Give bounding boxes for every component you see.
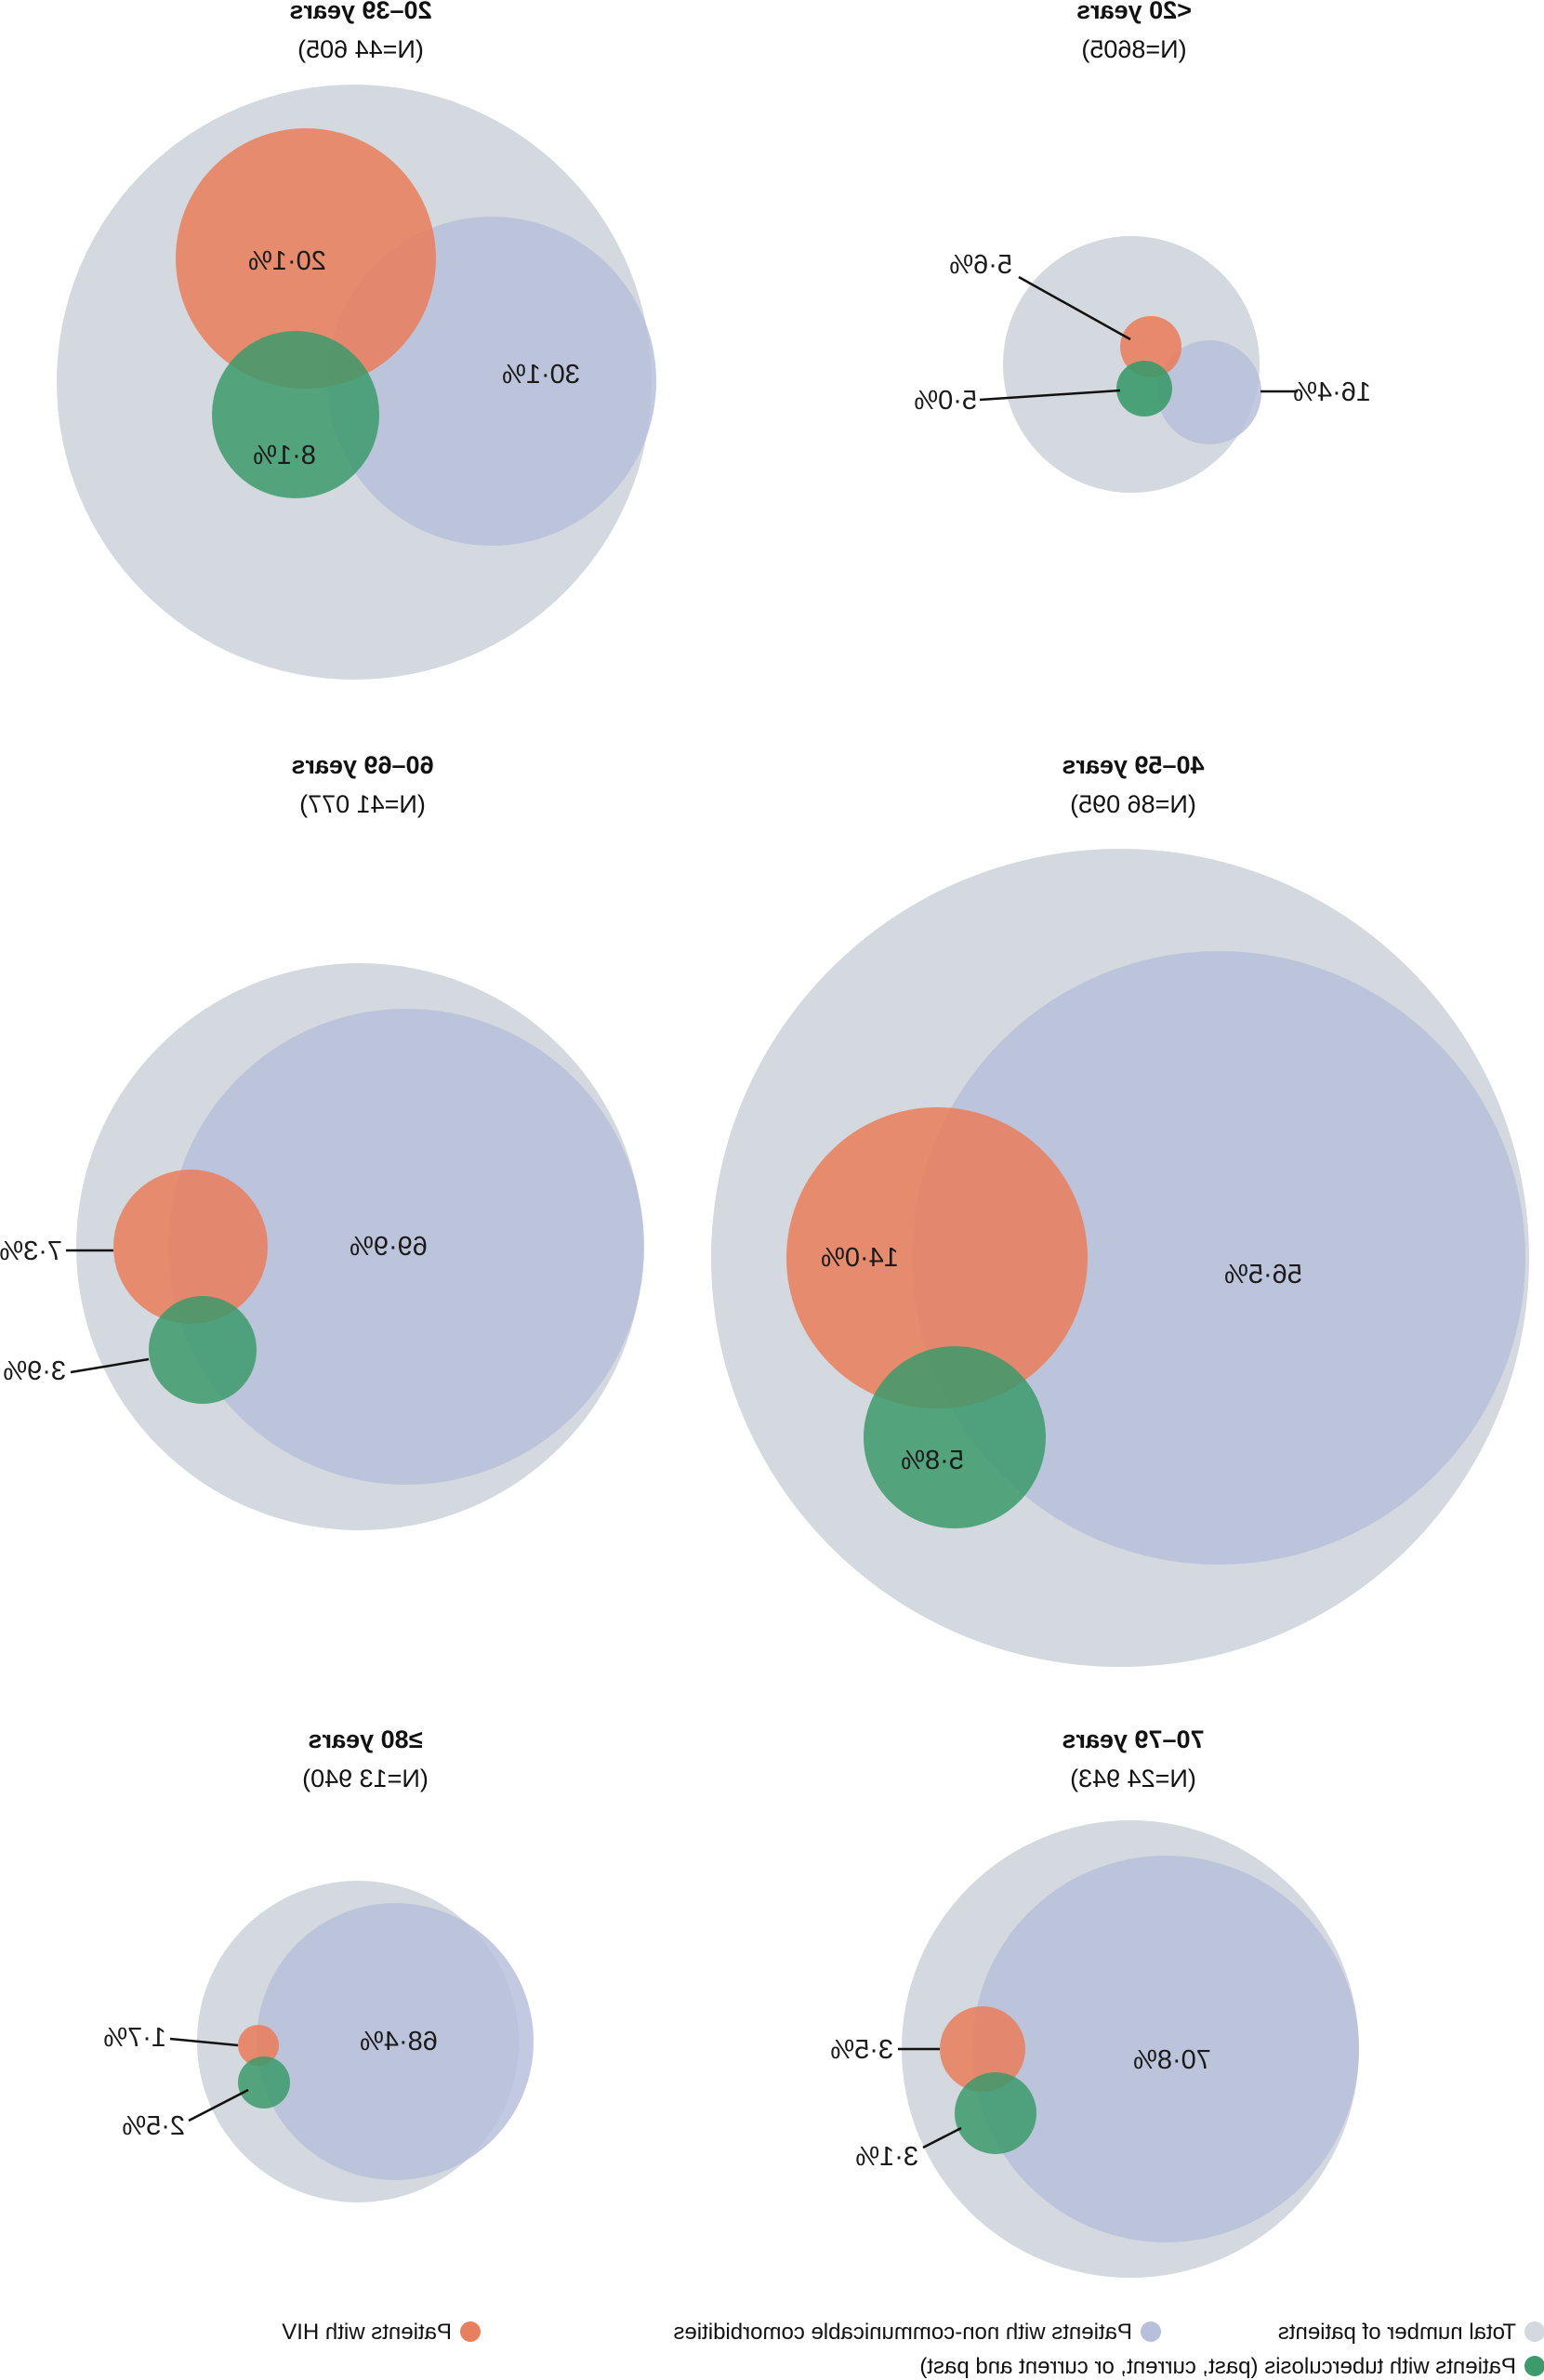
ncd-label: 56·5%	[1224, 1260, 1302, 1289]
hiv-circle	[113, 1170, 268, 1324]
legend-ncd-swatch	[1141, 2321, 1161, 2342]
ncd-label: 16·4%	[1293, 377, 1371, 407]
hiv-circle	[1120, 316, 1181, 377]
legend: Total number of patients Patients with n…	[282, 2320, 1544, 2379]
ncd-label: 70·8%	[1133, 2045, 1211, 2075]
tb-circle	[955, 2072, 1036, 2154]
group-title: 40–59 years	[1062, 751, 1204, 779]
hiv-circle	[786, 1107, 1088, 1408]
tb-circle	[212, 331, 379, 498]
group-n: (N=13 940)	[302, 1765, 429, 1792]
legend-total-swatch	[1524, 2321, 1544, 2342]
ncd-circle	[912, 951, 1525, 1565]
group-n: (N=8605)	[1081, 35, 1186, 63]
ncd-label: 30·1%	[502, 360, 580, 390]
hiv-label: 5·6%	[949, 250, 1012, 280]
tb-leader	[188, 2088, 249, 2122]
group-40-59: 40–59 years (N=86 095) 56·5% 14·0% 5·8%	[711, 751, 1529, 1667]
tb-label: 5·0%	[914, 386, 977, 416]
group-20-39: 20–39 years (N=44 605) 30·1% 20·1% 8·1%	[57, 0, 656, 680]
hiv-label: 1·7%	[103, 2023, 166, 2053]
legend-total-label: Total number of patients	[1278, 2320, 1516, 2345]
group-70-79: 70–79 years (N=24 943) 70·8% 3·5% 3·1%	[830, 1726, 1359, 2278]
group-title: <20 years	[1076, 0, 1192, 24]
ncd-circle	[168, 1009, 644, 1485]
tb-label: 3·9%	[3, 1356, 66, 1386]
hiv-label: 20·1%	[248, 246, 326, 276]
group-title: 70–79 years	[1062, 1726, 1204, 1753]
tb-label: 3·1%	[855, 2142, 918, 2172]
hiv-label: 3·5%	[830, 2035, 893, 2065]
ncd-label: 68·4%	[360, 2027, 438, 2056]
group-title: 60–69 years	[291, 751, 433, 779]
group-n: (N=24 943)	[1070, 1765, 1196, 1792]
hiv-label: 7·3%	[0, 1236, 62, 1266]
group-n: (N=41 077)	[299, 790, 426, 818]
group-title: 20–39 years	[289, 0, 431, 24]
tb-circle	[1116, 361, 1172, 416]
legend-hiv-label: Patients with HIV	[282, 2320, 452, 2345]
group-n: (N=86 095)	[1070, 790, 1196, 818]
hiv-label: 14·0%	[821, 1243, 899, 1273]
legend-hiv-swatch	[460, 2321, 481, 2342]
legend-tb-swatch	[1524, 2356, 1544, 2376]
group-60-69: 60–69 years (N=41 077) 69·9% 7·3% 3·9%	[0, 751, 644, 1530]
tb-label: 8·1%	[253, 441, 316, 470]
hiv-leader	[169, 2037, 239, 2047]
hiv-circle	[238, 2025, 279, 2066]
ncd-circle	[972, 1856, 1359, 2242]
hiv-circle	[940, 2006, 1025, 2092]
tb-circle	[864, 1346, 1046, 1528]
tb-leader	[922, 2126, 962, 2149]
tb-leader	[979, 389, 1121, 402]
tb-label: 5·8%	[901, 1446, 964, 1475]
tb-label: 2·5%	[122, 2111, 185, 2141]
hiv-leader	[1018, 275, 1131, 341]
tb-circle	[149, 1296, 257, 1404]
tb-leader	[70, 1357, 150, 1374]
group-title: ≥80 years	[309, 1726, 423, 1753]
group-n: (N=44 605)	[297, 35, 424, 63]
group-80-plus: ≥80 years (N=13 940) 68·4% 1·7% 2·5%	[103, 1726, 534, 2202]
hiv-circle	[176, 128, 436, 389]
ncd-circle	[1157, 340, 1261, 444]
tb-circle	[238, 2056, 290, 2109]
legend-ncd-label: Patients with non-communicable comorbidi…	[673, 2320, 1132, 2345]
group-under-20: <20 years (N=8605) 16·4% 5·6% 5·0%	[914, 0, 1371, 493]
legend-tb-label: Patients with tuberculosis (past, curren…	[919, 2354, 1516, 2379]
ncd-circle	[257, 1903, 534, 2180]
ncd-label: 69·9%	[350, 1232, 428, 1262]
